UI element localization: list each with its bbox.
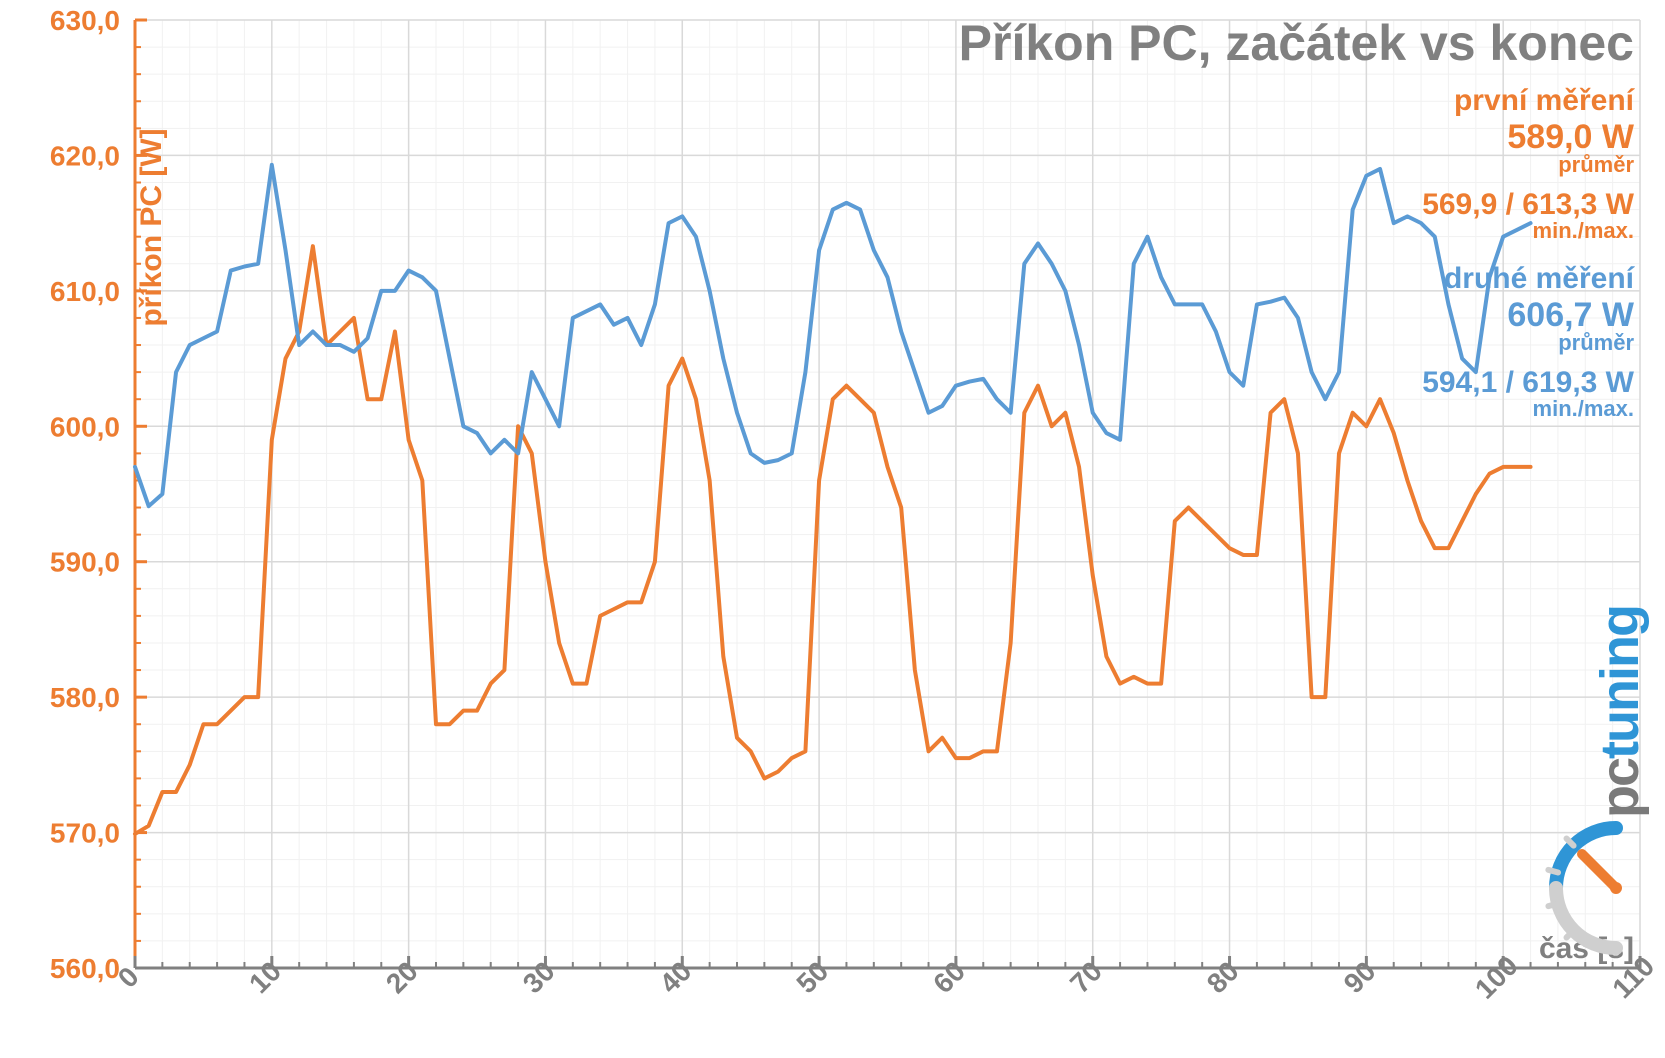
series-line-s2 bbox=[135, 165, 1531, 506]
x-tick-label: 50 bbox=[790, 955, 834, 999]
x-tick-label: 70 bbox=[1064, 955, 1108, 999]
y-tick-label: 610,0 bbox=[50, 276, 120, 307]
x-tick-label: 0 bbox=[112, 961, 145, 994]
series-avg-sub-s1: průměr bbox=[1558, 152, 1634, 177]
series-avg-sub-s2: průměr bbox=[1558, 330, 1634, 355]
y-tick-label: 580,0 bbox=[50, 682, 120, 713]
series-avg-s1: 589,0 W bbox=[1507, 118, 1635, 156]
pctuning-logo: pctuning bbox=[1548, 606, 1650, 948]
series-avg-s2: 606,7 W bbox=[1507, 296, 1635, 334]
series-minmax-s2: 594,1 / 619,3 W bbox=[1422, 366, 1634, 399]
x-tick-label: 20 bbox=[380, 955, 424, 999]
series-line-s1 bbox=[135, 246, 1531, 834]
x-tick-label: 10 bbox=[243, 955, 287, 999]
x-tick-label: 80 bbox=[1201, 955, 1245, 999]
x-tick-label: 60 bbox=[927, 955, 971, 999]
y-tick-label: 600,0 bbox=[50, 411, 120, 442]
y-tick-label: 630,0 bbox=[50, 5, 120, 36]
x-tick-label: 90 bbox=[1338, 955, 1382, 999]
y-tick-label: 620,0 bbox=[50, 140, 120, 171]
series-minmax-sub-s2: min./max. bbox=[1533, 396, 1634, 421]
x-tick-label: 100 bbox=[1469, 950, 1524, 1005]
series-name-s1: první měření bbox=[1454, 84, 1636, 117]
x-tick-label: 40 bbox=[654, 955, 698, 999]
x-tick-label: 30 bbox=[517, 955, 561, 999]
svg-text:pctuning: pctuning bbox=[1590, 606, 1650, 818]
y-tick-label: 570,0 bbox=[50, 818, 120, 849]
y-tick-label: 560,0 bbox=[50, 953, 120, 984]
series-minmax-sub-s1: min./max. bbox=[1533, 218, 1634, 243]
y-axis-title: příkon PC [W] bbox=[135, 128, 168, 326]
chart-title: Příkon PC, začátek vs konec bbox=[959, 15, 1634, 71]
power-chart: 560,0 570,0 580,0 590,0 600,0 610,0 620,0 630,0… bbox=[0, 0, 1665, 1058]
series-name-s2: druhé měření bbox=[1444, 262, 1636, 295]
series-minmax-s1: 569,9 / 613,3 W bbox=[1422, 188, 1634, 221]
chart-svg: 560,0 570,0 580,0 590,0 600,0 610,0 620,0 630,0… bbox=[0, 0, 1665, 1058]
y-tick-label: 590,0 bbox=[50, 547, 120, 578]
